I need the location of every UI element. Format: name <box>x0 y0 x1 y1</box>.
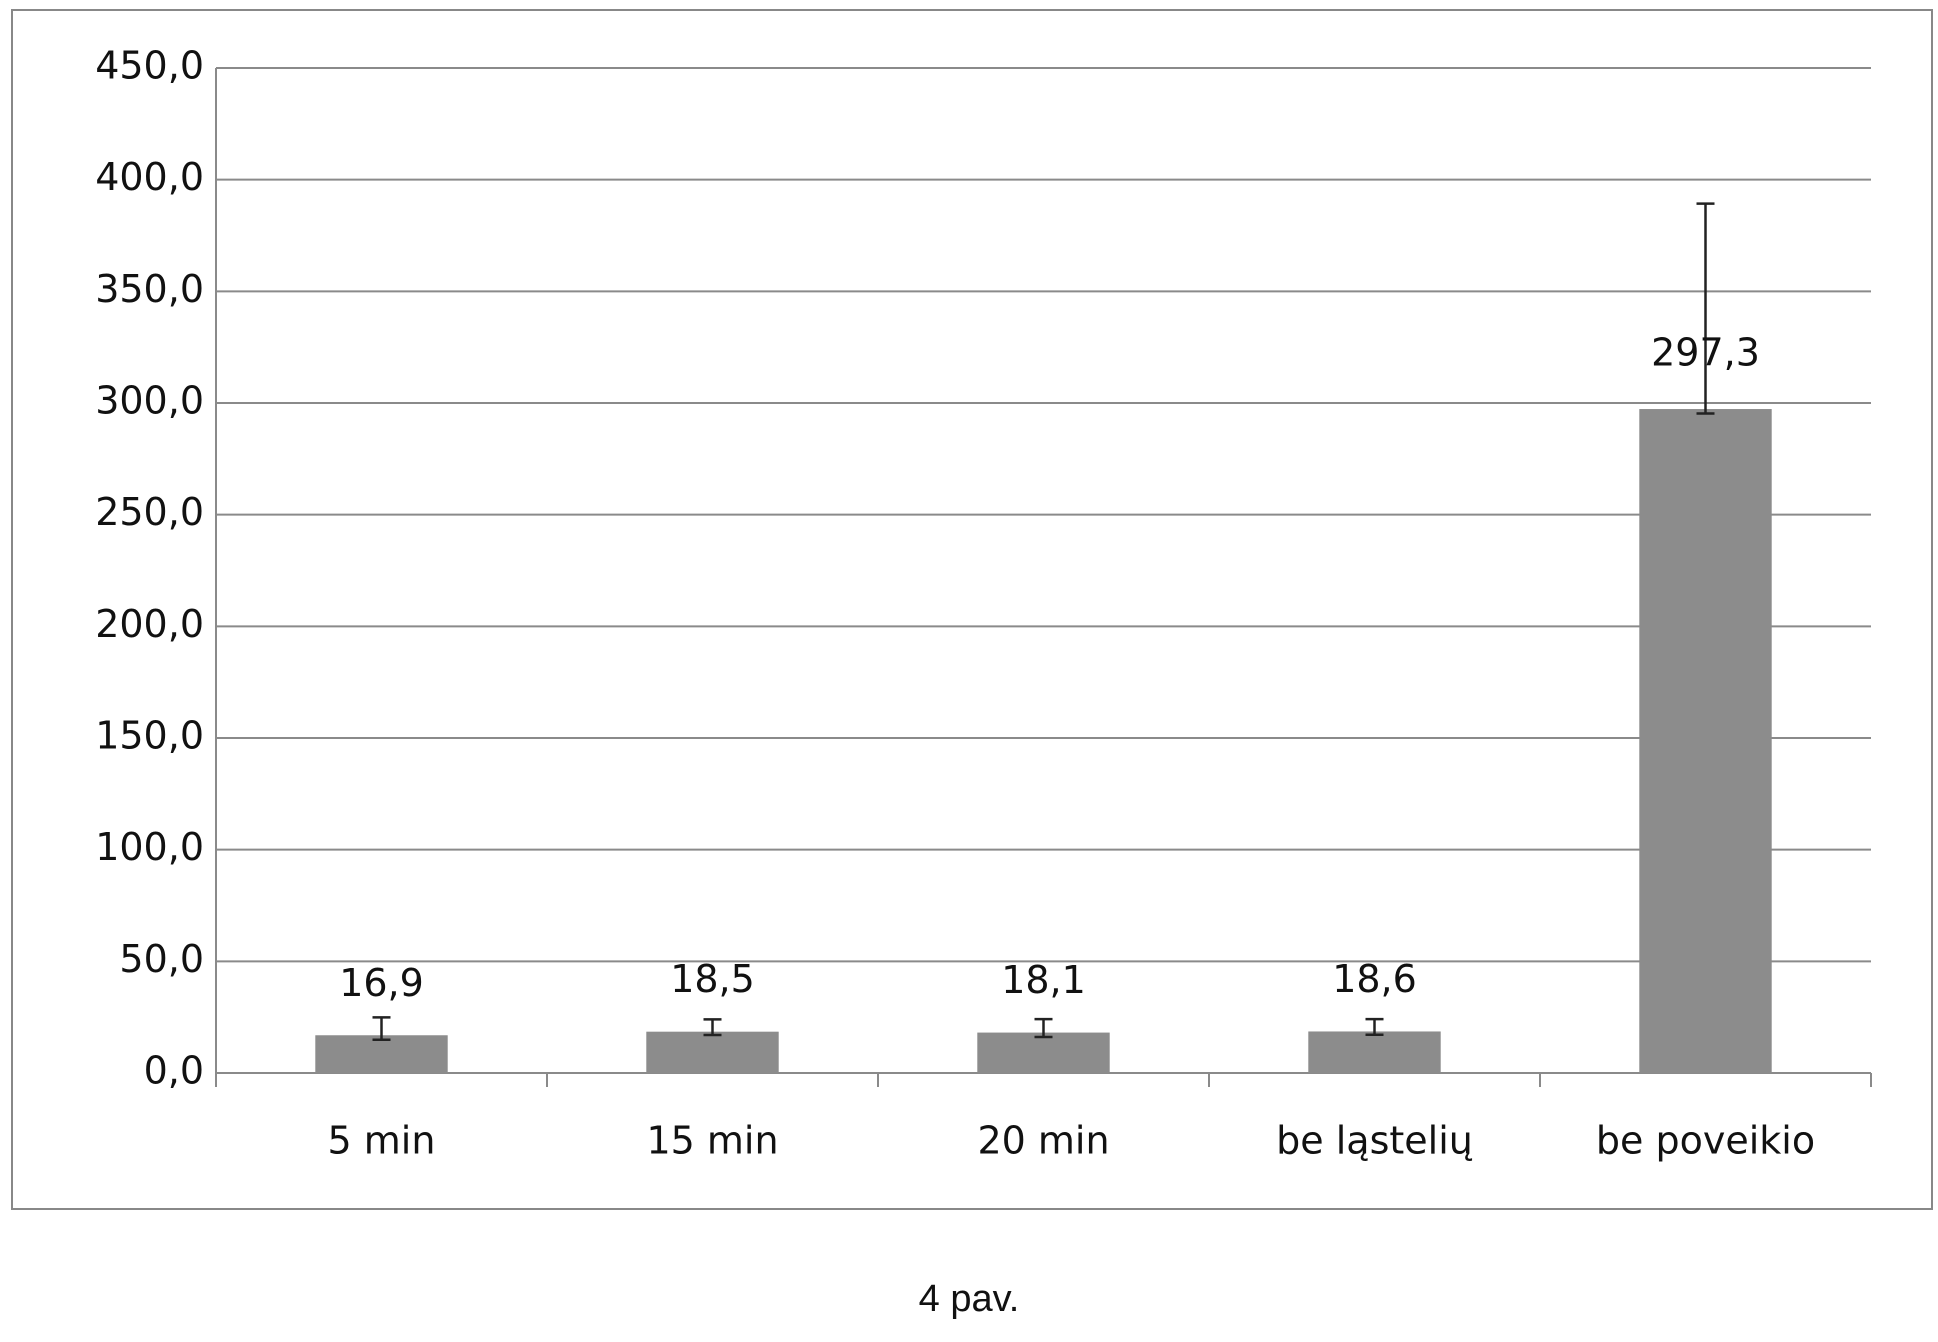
bar <box>977 1033 1109 1073</box>
bar <box>646 1032 778 1073</box>
y-tick-label: 350,0 <box>95 267 204 311</box>
x-tick-label: 20 min <box>977 1119 1109 1163</box>
y-tick-label: 100,0 <box>95 825 204 869</box>
x-tick-label: be ląstelių <box>1276 1119 1473 1163</box>
value-label: 297,3 <box>1651 331 1760 375</box>
chart: 4 pav. 0,0 50,0 100,0 150,0 200,0 250,0 300,0 3… <box>0 0 1938 1338</box>
y-tick-label: 150,0 <box>95 714 204 758</box>
value-label: 18,6 <box>1332 957 1417 1001</box>
y-tick-label: 300,0 <box>95 379 204 423</box>
value-label: 18,1 <box>1001 958 1086 1002</box>
y-tick-label: 450,0 <box>95 44 204 88</box>
bar <box>1308 1031 1440 1073</box>
x-tick-label: be poveikio <box>1596 1119 1815 1163</box>
value-label: 16,9 <box>339 961 424 1005</box>
x-tick-label: 5 min <box>328 1119 436 1163</box>
y-tick-label: 0,0 <box>144 1049 204 1093</box>
y-tick-label: 400,0 <box>95 155 204 199</box>
page: {"chart_data": {"type": "bar", "caption"… <box>0 0 1938 1338</box>
value-label: 18,5 <box>670 957 755 1001</box>
y-tick-label: 250,0 <box>95 490 204 534</box>
caption: 4 pav. <box>919 1278 1020 1320</box>
bar <box>1639 409 1771 1073</box>
x-tick-label: 15 min <box>646 1119 778 1163</box>
y-tick-label: 200,0 <box>95 602 204 646</box>
y-tick-label: 50,0 <box>119 937 204 981</box>
